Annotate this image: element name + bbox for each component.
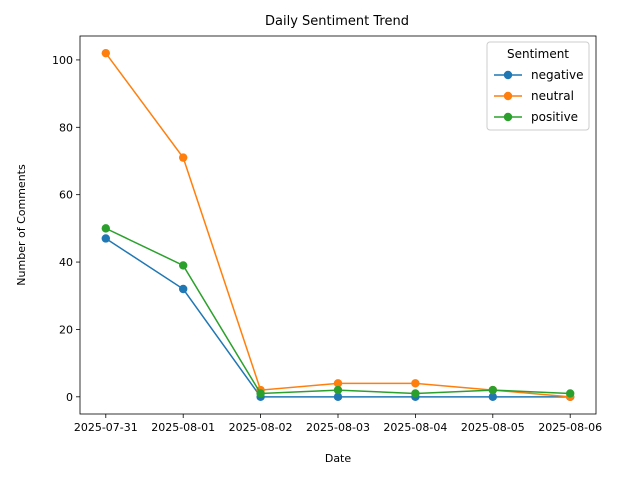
- y-tick-label: 20: [59, 323, 73, 336]
- x-tick-label: 2025-07-31: [74, 421, 138, 434]
- data-point-positive: [179, 261, 188, 270]
- data-point-neutral: [101, 48, 111, 58]
- y-axis: 0 20 40 60 80 100: [52, 54, 80, 404]
- data-point-positive: [333, 385, 343, 395]
- legend-marker-negative: [503, 70, 513, 80]
- y-tick-label: 0: [66, 391, 73, 404]
- data-point-negative: [488, 392, 497, 402]
- data-point-positive: [256, 389, 265, 398]
- data-point-positive: [411, 389, 420, 398]
- legend-label-negative: negative: [531, 68, 583, 82]
- series-line-positive: [105, 227, 571, 395]
- data-point-positive: [566, 389, 575, 398]
- chart-title: Daily Sentiment Trend: [265, 14, 409, 29]
- legend-box: [486, 41, 590, 131]
- y-axis-label: Number of Comments: [15, 164, 28, 286]
- series-positive: [101, 224, 575, 398]
- legend-label-positive: positive: [531, 110, 578, 124]
- y-tick-label: 60: [59, 189, 73, 202]
- data-point-neutral: [411, 379, 420, 388]
- legend-title: Sentiment: [507, 47, 569, 61]
- x-axis: 2025-07-31 2025-08-01 2025-08-02 2025-08-03…: [74, 414, 602, 434]
- data-point-neutral: [179, 153, 188, 162]
- legend-item-negative: negative: [494, 68, 583, 82]
- x-tick-label: 2025-08-03: [306, 421, 370, 434]
- data-point-positive: [101, 224, 111, 233]
- x-tick-label: 2025-08-04: [383, 421, 447, 434]
- y-tick-label: 80: [59, 121, 73, 134]
- x-tick-label: 2025-08-01: [151, 421, 215, 434]
- legend: Sentiment negative neutral positive: [486, 41, 590, 131]
- data-point-positive: [488, 385, 497, 395]
- x-tick-label: 2025-08-02: [229, 421, 293, 434]
- y-tick-label: 40: [59, 256, 73, 269]
- x-tick-label: 2025-08-05: [461, 421, 525, 434]
- y-tick-label: 100: [52, 54, 73, 67]
- legend-item-neutral: neutral: [494, 89, 574, 103]
- legend-label-neutral: neutral: [531, 89, 574, 103]
- legend-marker-neutral: [503, 91, 513, 101]
- plot-area: [101, 48, 575, 402]
- legend-marker-positive: [503, 112, 513, 122]
- data-point-neutral: [333, 379, 343, 388]
- data-point-negative: [101, 234, 111, 243]
- legend-item-positive: positive: [494, 110, 578, 124]
- data-point-negative: [333, 392, 343, 402]
- data-point-negative: [179, 284, 188, 294]
- x-axis-label: Date: [325, 452, 352, 465]
- legend-items: negative neutral positive: [494, 68, 583, 124]
- x-tick-label: 2025-08-06: [538, 421, 602, 434]
- series-negative: [101, 234, 575, 402]
